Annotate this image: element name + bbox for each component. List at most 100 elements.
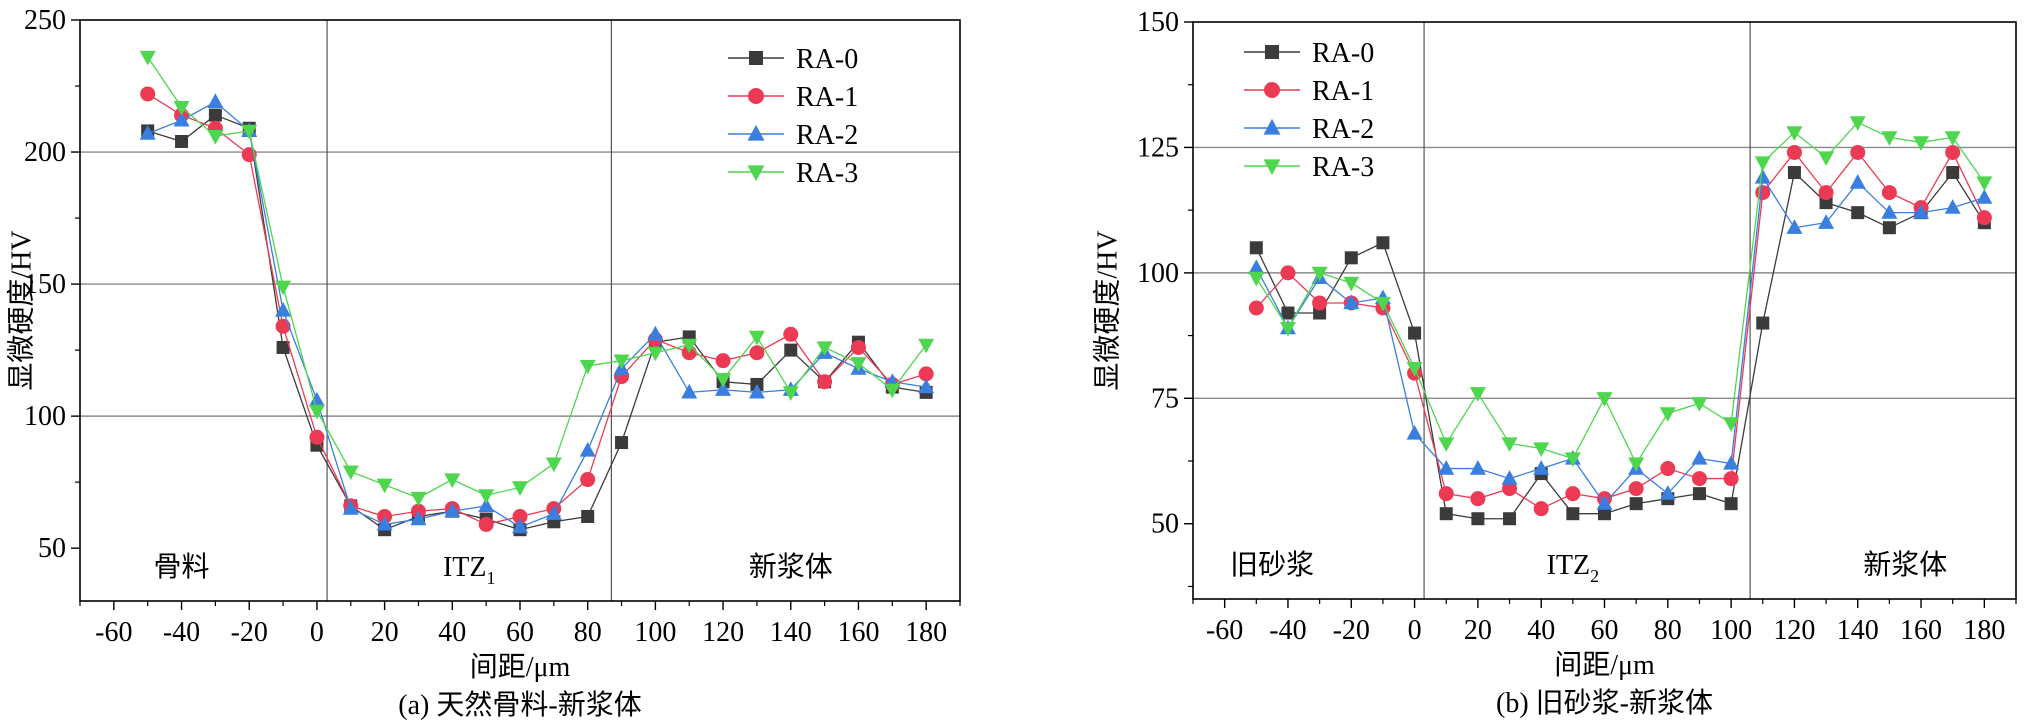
y-tick-label: 50 [1151, 509, 1179, 540]
x-tick-label: -20 [231, 617, 268, 648]
series-ra-3 [1248, 116, 1993, 472]
data-point [478, 516, 494, 532]
data-point [208, 108, 222, 122]
data-point [342, 465, 359, 481]
data-point [1755, 185, 1771, 201]
data-point [1501, 470, 1518, 485]
data-point [1724, 497, 1738, 511]
chart-caption: (a) 天然骨料-新浆体 [398, 689, 641, 721]
data-point [1660, 461, 1676, 477]
x-tick-label: 40 [438, 617, 466, 648]
data-point [715, 353, 731, 369]
data-point [1248, 259, 1265, 274]
x-tick-label: 80 [574, 617, 602, 648]
data-point [1629, 497, 1643, 511]
x-axis-label: 间距/μm [470, 651, 571, 683]
data-point [1756, 316, 1770, 330]
legend-label: RA-1 [796, 82, 858, 113]
x-tick-label: 80 [1654, 615, 1682, 646]
data-point [1691, 397, 1708, 412]
data-point [1533, 501, 1549, 517]
data-point [1438, 486, 1454, 502]
data-point [1248, 300, 1264, 316]
data-point [1786, 126, 1803, 141]
data-point [918, 338, 935, 354]
x-tick-label: -40 [1269, 615, 1306, 646]
y-tick-label: 50 [38, 533, 66, 564]
region-label-text: 新浆体 [749, 551, 833, 583]
data-point [175, 134, 189, 148]
data-point [173, 101, 190, 116]
data-point [1849, 116, 1866, 131]
data-point [1469, 460, 1486, 475]
region-label: 新浆体 [749, 551, 833, 583]
x-tick-label: 160 [1900, 615, 1942, 646]
legend-marker [749, 51, 763, 65]
data-point [444, 473, 461, 488]
x-tick-label: 140 [1837, 615, 1879, 646]
data-point [1818, 185, 1834, 201]
y-axis-label: 显微硬度/HV [5, 230, 37, 390]
legend-label: RA-3 [1312, 152, 1374, 183]
legend: RA-0 RA-1 RA-2 RA-3 [1244, 38, 1374, 183]
data-point [276, 340, 290, 354]
data-point [139, 50, 156, 66]
data-point [1312, 295, 1328, 311]
data-point [884, 383, 901, 399]
data-point [478, 497, 495, 513]
data-point [1406, 424, 1423, 440]
data-point [1438, 437, 1455, 452]
legend-label: RA-3 [796, 158, 858, 189]
data-point [1438, 460, 1455, 475]
legend-label: RA-0 [1312, 38, 1374, 69]
data-point [1281, 306, 1295, 320]
data-point [1533, 460, 1550, 475]
data-point [1691, 450, 1708, 465]
x-tick-label: 140 [770, 617, 812, 648]
series-line [1255, 171, 1985, 520]
data-point [342, 500, 359, 515]
data-point [1659, 407, 1676, 422]
legend-marker [747, 124, 765, 141]
data-point [1376, 236, 1390, 250]
data-point [715, 381, 732, 396]
region-label: 旧砂浆 [1230, 549, 1314, 581]
data-point [1849, 174, 1866, 189]
data-point [1598, 507, 1611, 521]
data-point [1470, 491, 1486, 507]
region-label: ITZ2 [1547, 550, 1600, 586]
series-line [1255, 151, 1985, 510]
data-point [1786, 219, 1803, 234]
region-label-subscript: 1 [486, 568, 495, 588]
legend-label: RA-1 [1312, 76, 1374, 107]
data-point [817, 374, 833, 390]
data-point [308, 404, 325, 420]
data-point [275, 280, 292, 296]
data-point [376, 515, 393, 531]
data-point [1944, 131, 1961, 146]
data-point [1913, 204, 1930, 219]
data-point [1565, 486, 1581, 502]
region-label-subscript: 2 [1590, 566, 1599, 586]
data-point [1439, 507, 1453, 521]
data-point [512, 518, 528, 534]
data-point [1692, 487, 1706, 501]
legend: RA-0 RA-1 RA-2 RA-3 [728, 44, 858, 189]
x-tick-label: 20 [1464, 615, 1492, 646]
x-tick-label: 0 [1408, 615, 1422, 646]
series-line [1255, 175, 1985, 505]
x-tick-label: 180 [1963, 615, 2005, 646]
data-point [1628, 457, 1645, 472]
data-point [1786, 144, 1802, 160]
data-point [1344, 251, 1358, 265]
y-axis-label: 显微硬度/HV [1091, 230, 1123, 390]
y-tick-label: 150 [1137, 7, 1179, 38]
legend-marker [1263, 118, 1281, 135]
data-point [1818, 214, 1835, 229]
region-label: ITZ1 [443, 552, 496, 588]
y-tick-label: 200 [24, 137, 66, 168]
data-point [1976, 189, 1993, 204]
data-point [1946, 166, 1960, 180]
data-point [173, 111, 190, 127]
